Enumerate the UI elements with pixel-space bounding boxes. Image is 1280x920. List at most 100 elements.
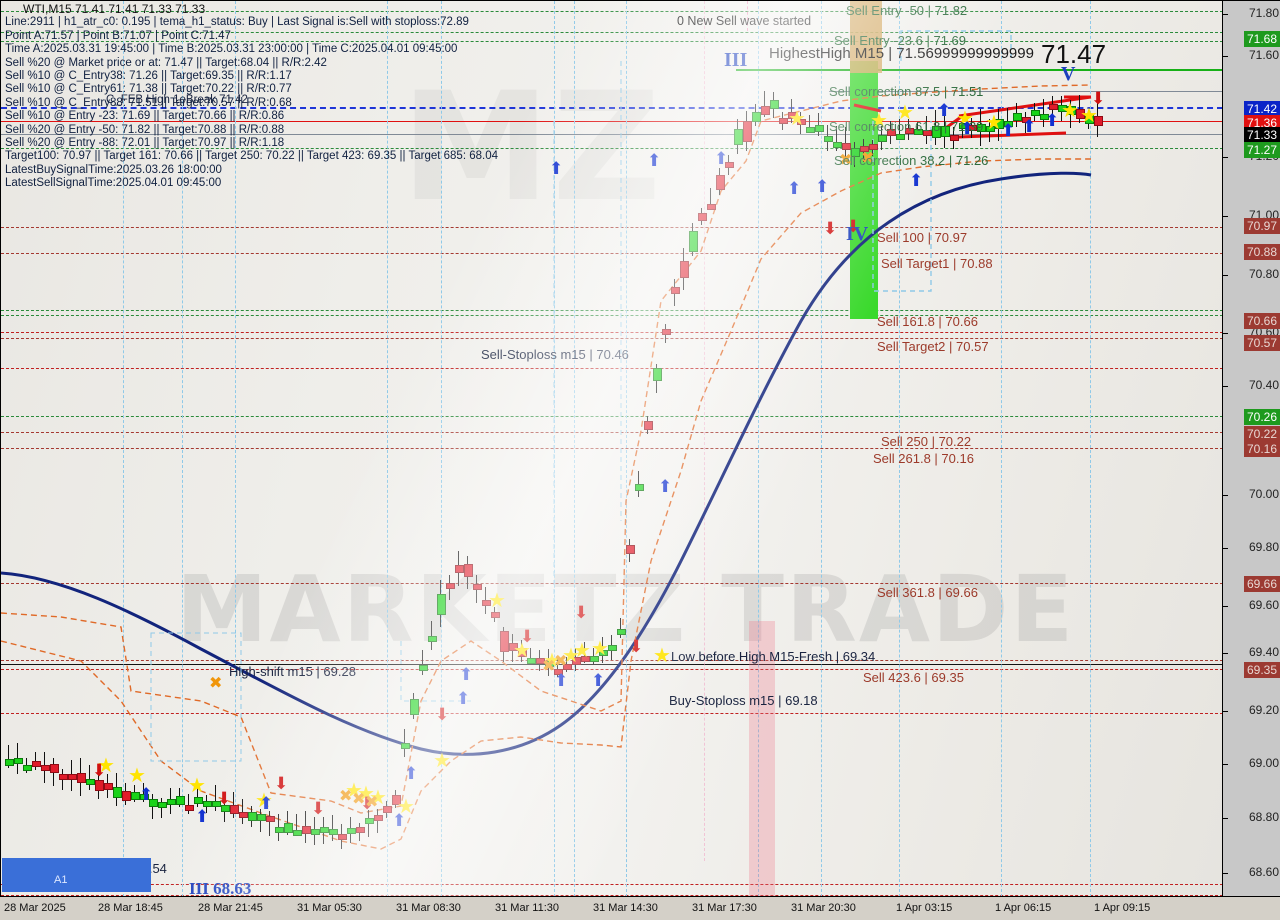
candle-body [545,660,554,668]
candle-body [1076,109,1085,120]
level-red-dash-7016 [1,448,1223,449]
buy-arrow-up-icon: ⬆ [195,807,210,826]
price-badge-71-33[interactable]: 71.33 [1243,127,1280,143]
candle [437,580,446,628]
candle-wick [332,815,333,841]
candle-body [437,593,446,615]
candle-body [68,774,77,781]
candle-body [1004,121,1013,128]
candle-body [941,126,950,138]
price-tick-mark [1223,653,1228,654]
candle-body [302,826,311,834]
candle-body [32,760,41,767]
time-tick: 31 Mar 20:30 [791,902,856,914]
price-badge-69-35[interactable]: 69.35 [1243,662,1280,678]
candle-body [653,367,662,382]
level-red-dashdot-6918 [1,713,1223,714]
price-badge-70-26[interactable]: 70.26 [1243,409,1280,425]
price-tick-mark [1223,333,1228,334]
candle-body [1067,105,1076,115]
buy-arrow-up-icon: ⬆ [960,119,975,138]
candle [275,813,284,842]
candle-wick [188,794,189,815]
candle [401,729,410,757]
cross-marker-icon: ✖ [542,658,556,675]
candle-body [986,125,995,132]
candle [1049,95,1058,118]
price-badge-71-68[interactable]: 71.68 [1243,31,1280,47]
candle [185,794,194,815]
candle-body [860,145,869,153]
price-tick-mark [1223,56,1228,57]
candle [1067,99,1076,128]
info-line-3: Sell %20 @ Market price or at: 71.47 || … [5,56,327,69]
price-badge-70-57[interactable]: 70.57 [1243,335,1280,351]
price-tick-71-60: 71.60 [1248,48,1279,62]
candle-body [1040,113,1049,120]
annotation-sell-entry-236: Sell Entry -23.6 | 71.69 [834,33,967,48]
price-tick-mark [1223,873,1228,874]
chart-canvas[interactable]: MARKETZ TRADE MZ [0,0,1223,897]
candle-body [914,129,923,136]
candle-wick [584,641,585,663]
annotation-buy-stoploss-m15: Buy-Stoploss m15 | 69.18 [669,693,818,708]
time-tick: 28 Mar 2025 [4,902,66,914]
annotation-sell-entry-50: Sell Entry -50 | 71.82 [846,3,968,18]
vline-session-7 [574,1,575,897]
candle-body [176,795,185,805]
price-badge-71-27[interactable]: 71.27 [1243,142,1280,158]
candle [599,637,608,664]
candle-body [248,811,257,822]
candle-body [851,147,860,157]
candle [158,797,167,818]
candle-body [824,136,833,143]
candle-body [401,743,410,750]
price-badge-70-66[interactable]: 70.66 [1243,313,1280,329]
level-red-dash-7097 [1,227,1223,228]
candle-body [122,790,131,801]
price-tick-mark [1223,548,1228,549]
price-badge-70-88[interactable]: 70.88 [1243,244,1280,260]
level-red-dash-7022 [1,432,1223,433]
candle-body [1049,104,1058,111]
buy-arrow-up-icon: ⬆ [1001,121,1016,140]
buy-arrow-up-icon: ⬆ [909,171,924,190]
candle-body [446,583,455,590]
candle [608,635,617,661]
candle [653,363,662,393]
candle [905,118,914,140]
candle-wick [836,125,837,152]
level-green-solid-highesthigh [736,69,1223,71]
candle-body [806,127,815,134]
timeframe-tag[interactable]: A1 [2,858,151,892]
candle-body [5,759,14,767]
candle [941,112,950,149]
highest-high-label: HighestHigh M15 | 71.56999999999999 [769,45,1034,62]
cross-marker-icon: ✖ [352,791,366,808]
candle [446,574,455,600]
price-badge-69-66[interactable]: 69.66 [1243,576,1280,592]
price-badge-71-42[interactable]: 71.42 [1243,101,1280,117]
price-tick-70-40: 70.40 [1248,378,1279,392]
candle [1085,109,1094,129]
candle [365,809,374,837]
candle-body [455,565,464,573]
price-badge-70-97[interactable]: 70.97 [1243,218,1280,234]
candle-body [536,658,545,665]
time-axis[interactable]: 28 Mar 2025 28 Mar 18:45 28 Mar 21:45 31 Ma… [0,896,1280,920]
info-line-0: Line:2911 | h1_atr_c0: 0.195 | tema_h1_s… [5,16,469,29]
candle-body [95,780,104,792]
price-badge-70-16[interactable]: 70.16 [1243,441,1280,457]
candle [869,139,878,157]
annotation-sell-2618: Sell 261.8 | 70.16 [873,451,974,466]
candle-body [950,134,959,141]
price-badge-70-22[interactable]: 70.22 [1243,426,1280,442]
candle [248,806,257,828]
candle-wick [143,782,144,803]
price-axis[interactable]: 71.8071.6071.2071.0070.8070.6070.4070.00… [1222,0,1280,897]
candle [302,810,311,844]
time-tick: 31 Mar 14:30 [593,902,658,914]
candle [392,789,401,808]
info-line-6: Sell %10 @ C_Entry88: 71.51 || Target:70… [5,96,292,109]
